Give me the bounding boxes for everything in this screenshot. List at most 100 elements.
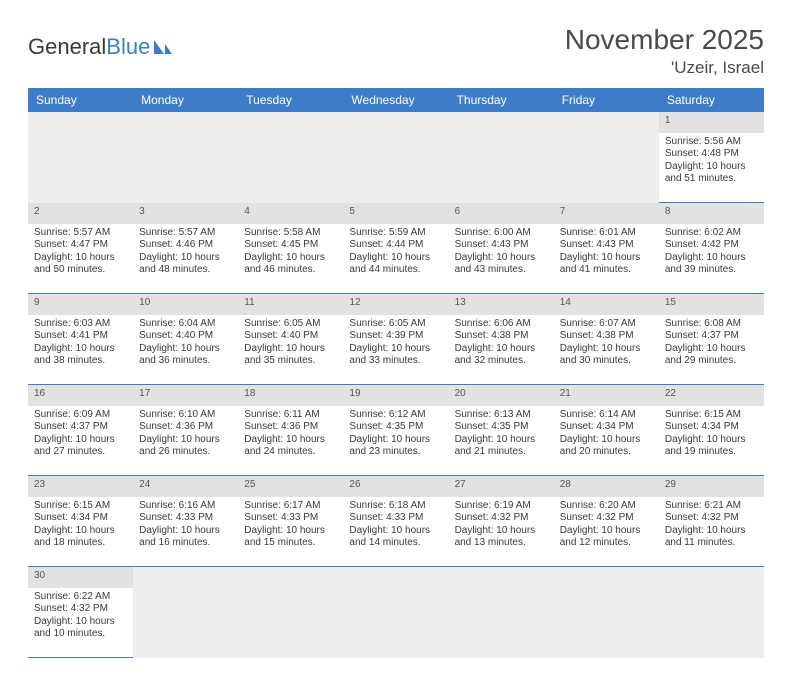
sunrise-line: Sunrise: 6:07 AM: [560, 318, 653, 331]
sunrise-line: Sunrise: 6:19 AM: [455, 500, 548, 513]
day-number-cell: 22: [659, 385, 764, 406]
daylight-line: Daylight: 10 hours and 26 minutes.: [139, 434, 232, 459]
day-number-cell: 4: [238, 203, 343, 224]
day-number-cell: [238, 112, 343, 133]
sunset-line: Sunset: 4:33 PM: [244, 512, 337, 525]
daylight-line: Daylight: 10 hours and 11 minutes.: [665, 525, 758, 550]
sunrise-line: Sunrise: 6:03 AM: [34, 318, 127, 331]
day-cell: [343, 133, 448, 203]
day-number-cell: 18: [238, 385, 343, 406]
sunset-line: Sunset: 4:37 PM: [665, 330, 758, 343]
day-number-cell: [133, 112, 238, 133]
header: GeneralBlue November 2025 'Uzeir, Israel: [28, 24, 764, 78]
day-cell: [449, 588, 554, 658]
day-number-cell: 13: [449, 294, 554, 315]
weekday-header: Thursday: [449, 88, 554, 112]
sunrise-line: Sunrise: 6:05 AM: [244, 318, 337, 331]
sunset-line: Sunset: 4:36 PM: [139, 421, 232, 434]
day-number-cell: 15: [659, 294, 764, 315]
sunrise-line: Sunrise: 5:57 AM: [139, 227, 232, 240]
day-cell: [133, 588, 238, 658]
day-cell: Sunrise: 6:10 AMSunset: 4:36 PMDaylight:…: [133, 406, 238, 476]
day-cell: [28, 133, 133, 203]
location-label: 'Uzeir, Israel: [565, 58, 764, 78]
day-cell: Sunrise: 5:56 AMSunset: 4:48 PMDaylight:…: [659, 133, 764, 203]
day-number-cell: [343, 112, 448, 133]
daylight-line: Daylight: 10 hours and 44 minutes.: [349, 252, 442, 277]
sunrise-line: Sunrise: 5:59 AM: [349, 227, 442, 240]
day-cell: Sunrise: 6:21 AMSunset: 4:32 PMDaylight:…: [659, 497, 764, 567]
day-number-cell: [554, 567, 659, 588]
day-cell: [133, 133, 238, 203]
day-cell: Sunrise: 6:01 AMSunset: 4:43 PMDaylight:…: [554, 224, 659, 294]
day-cell: Sunrise: 6:16 AMSunset: 4:33 PMDaylight:…: [133, 497, 238, 567]
daylight-line: Daylight: 10 hours and 23 minutes.: [349, 434, 442, 459]
daylight-line: Daylight: 10 hours and 18 minutes.: [34, 525, 127, 550]
day-number-cell: 10: [133, 294, 238, 315]
day-cell: [554, 588, 659, 658]
daylight-line: Daylight: 10 hours and 29 minutes.: [665, 343, 758, 368]
sunset-line: Sunset: 4:32 PM: [455, 512, 548, 525]
sunrise-line: Sunrise: 6:05 AM: [349, 318, 442, 331]
sail-icon: [152, 38, 174, 56]
day-number-cell: 30: [28, 567, 133, 588]
day-cell: Sunrise: 6:11 AMSunset: 4:36 PMDaylight:…: [238, 406, 343, 476]
day-number-cell: 28: [554, 476, 659, 497]
sunset-line: Sunset: 4:37 PM: [34, 421, 127, 434]
daylight-line: Daylight: 10 hours and 13 minutes.: [455, 525, 548, 550]
sunrise-line: Sunrise: 5:56 AM: [665, 136, 758, 149]
day-number-cell: 26: [343, 476, 448, 497]
sunset-line: Sunset: 4:48 PM: [665, 148, 758, 161]
day-number-cell: [28, 112, 133, 133]
weekday-header: Friday: [554, 88, 659, 112]
title-block: November 2025 'Uzeir, Israel: [565, 24, 764, 78]
sunset-line: Sunset: 4:34 PM: [665, 421, 758, 434]
day-cell: [449, 133, 554, 203]
daylight-line: Daylight: 10 hours and 32 minutes.: [455, 343, 548, 368]
sunset-line: Sunset: 4:32 PM: [665, 512, 758, 525]
day-cell: Sunrise: 6:09 AMSunset: 4:37 PMDaylight:…: [28, 406, 133, 476]
week-row: Sunrise: 6:22 AMSunset: 4:32 PMDaylight:…: [28, 588, 764, 658]
day-number-row: 1: [28, 112, 764, 133]
daylight-line: Daylight: 10 hours and 27 minutes.: [34, 434, 127, 459]
sunrise-line: Sunrise: 6:01 AM: [560, 227, 653, 240]
daylight-line: Daylight: 10 hours and 48 minutes.: [139, 252, 232, 277]
sunrise-line: Sunrise: 6:17 AM: [244, 500, 337, 513]
daylight-line: Daylight: 10 hours and 15 minutes.: [244, 525, 337, 550]
weekday-header-row: Sunday Monday Tuesday Wednesday Thursday…: [28, 88, 764, 112]
sunset-line: Sunset: 4:40 PM: [244, 330, 337, 343]
day-number-cell: [238, 567, 343, 588]
week-row: Sunrise: 6:03 AMSunset: 4:41 PM Daylight:…: [28, 315, 764, 385]
day-cell: Sunrise: 6:15 AMSunset: 4:34 PMDaylight:…: [659, 406, 764, 476]
sunset-line: Sunset: 4:33 PM: [139, 512, 232, 525]
day-number-cell: [449, 567, 554, 588]
day-number-row: 2345678: [28, 203, 764, 224]
day-number-cell: 11: [238, 294, 343, 315]
week-row: Sunrise: 6:15 AMSunset: 4:34 PMDaylight:…: [28, 497, 764, 567]
day-cell: [238, 588, 343, 658]
day-number-cell: 21: [554, 385, 659, 406]
daylight-line: Daylight: 10 hours and 46 minutes.: [244, 252, 337, 277]
day-cell: Sunrise: 6:19 AMSunset: 4:32 PMDaylight:…: [449, 497, 554, 567]
day-cell: [238, 133, 343, 203]
day-number-cell: 20: [449, 385, 554, 406]
sunset-line: Sunset: 4:46 PM: [139, 239, 232, 252]
page-title: November 2025: [565, 24, 764, 56]
sunset-line: Sunset: 4:38 PM: [455, 330, 548, 343]
sunrise-line: Sunrise: 5:58 AM: [244, 227, 337, 240]
day-number-cell: 8: [659, 203, 764, 224]
sunrise-line: Sunrise: 6:20 AM: [560, 500, 653, 513]
sunrise-line: Sunrise: 6:11 AM: [244, 409, 337, 422]
daylight-line: Daylight: 10 hours and 21 minutes.: [455, 434, 548, 459]
day-number-cell: 6: [449, 203, 554, 224]
day-number-cell: 5: [343, 203, 448, 224]
weekday-header: Saturday: [659, 88, 764, 112]
brand-part2: Blue: [106, 34, 150, 60]
sunset-line: Sunset: 4:32 PM: [560, 512, 653, 525]
day-number-cell: [449, 112, 554, 133]
sunset-line: Sunset: 4:41 PM: [34, 330, 127, 343]
weekday-header: Sunday: [28, 88, 133, 112]
day-number-cell: 9: [28, 294, 133, 315]
sunrise-line: Sunrise: 6:15 AM: [665, 409, 758, 422]
day-number-row: 23242526272829: [28, 476, 764, 497]
